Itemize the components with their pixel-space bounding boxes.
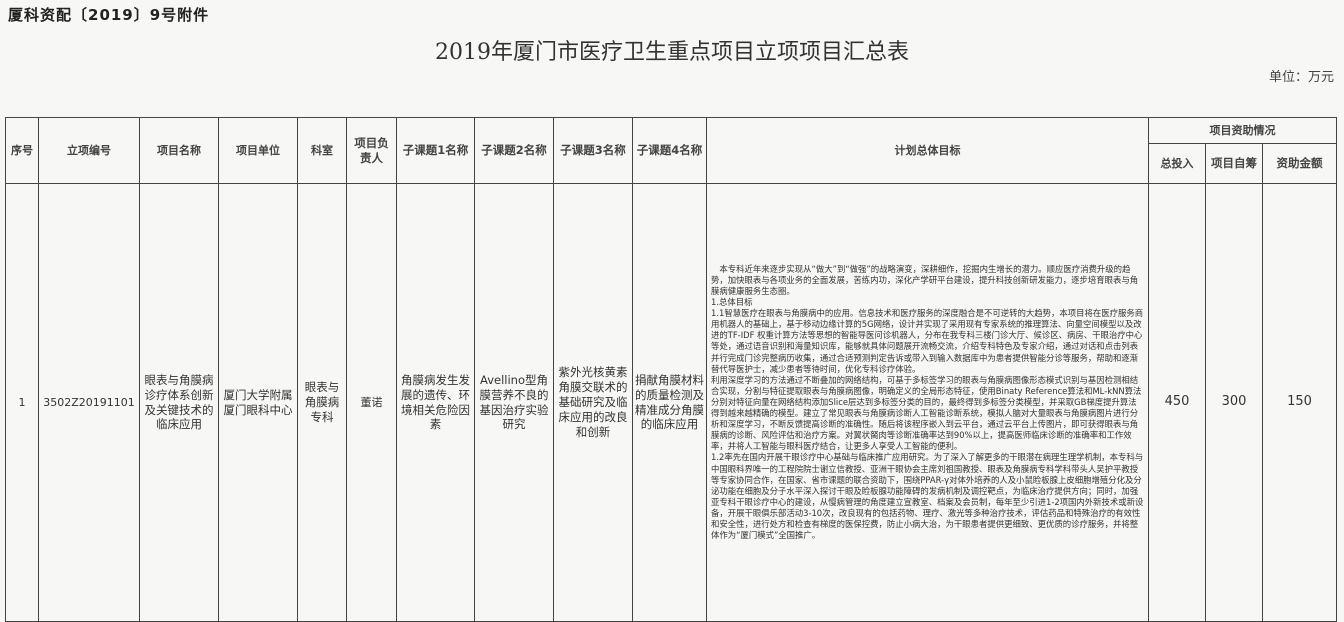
cell-dept: 眼表与角膜病专科 bbox=[297, 183, 347, 622]
cell-total: 450 bbox=[1148, 183, 1206, 622]
header-org: 项目单位 bbox=[218, 117, 298, 184]
page-title: 2019年厦门市医疗卫生重点项目立项项目汇总表 bbox=[435, 40, 909, 65]
document-number: 厦科资配〔2019〕9号附件 bbox=[8, 6, 210, 24]
cell-self: 300 bbox=[1205, 183, 1263, 622]
cell-org: 厦门大学附属厦门眼科中心 bbox=[218, 183, 298, 622]
header-sub3: 子课题3名称 bbox=[553, 117, 633, 184]
cell-goal: 本专科近年来逐步实现从“做大”到“做强”的战略演变，深耕细作，挖掘内生增长的潜力… bbox=[706, 183, 1149, 622]
cell-sub1: 角膜病发生发展的遗传、环境相关危险因素 bbox=[396, 183, 475, 622]
goal-paragraph: 1.2率先在国内开展干眼诊疗中心基础与临床推广应用研究。为了深入了解更多的干眼潜… bbox=[711, 452, 1144, 541]
header-sub2: 子课题2名称 bbox=[474, 117, 554, 184]
header-seq: 序号 bbox=[5, 117, 39, 184]
goal-paragraph: 利用深度学习的方法通过不断叠加的网络结构，可基于多标签学习的眼表与角膜病图像形态… bbox=[711, 374, 1142, 452]
header-sub4: 子课题4名称 bbox=[632, 117, 707, 184]
header-name: 项目名称 bbox=[139, 117, 219, 184]
cell-code: 3502Z20191101 bbox=[38, 183, 140, 622]
cell-name: 眼表与角膜病诊疗体系创新及关键技术的临床应用 bbox=[139, 183, 219, 622]
header-funding: 项目资助情况 bbox=[1147, 117, 1338, 144]
summary-table: 序号 立项编号 项目名称 项目单位 科室 项目负责人 子课题1名称 子课题2名称… bbox=[5, 117, 1338, 622]
table-row: 1 3502Z20191101 眼表与角膜病诊疗体系创新及关键技术的临床应用 厦… bbox=[5, 183, 1338, 622]
header-self: 项目自筹 bbox=[1205, 143, 1263, 184]
goal-paragraph: 1.1智慧医疗在眼表与角膜病中的应用。信息技术和医疗服务的深度融合是不可逆转的大… bbox=[711, 308, 1144, 374]
cell-sub3: 紫外光核黄素角膜交联术的基础研究及临床应用的改良和创新 bbox=[553, 183, 633, 622]
header-leader: 项目负责人 bbox=[346, 117, 397, 184]
cell-sub2: Avellino型角膜营养不良的基因治疗实验研究 bbox=[474, 183, 554, 622]
header-code: 立项编号 bbox=[38, 117, 140, 184]
cell-grant: 150 bbox=[1261, 183, 1338, 622]
unit-label: 单位：万元 bbox=[1268, 70, 1334, 85]
header-dept: 科室 bbox=[297, 117, 347, 184]
header-sub1: 子课题1名称 bbox=[396, 117, 475, 184]
header-grant: 资助金额 bbox=[1261, 143, 1338, 184]
header-total: 总投入 bbox=[1148, 143, 1206, 184]
goal-paragraph: 1.总体目标 bbox=[711, 297, 753, 308]
goal-paragraph: 本专科近年来逐步实现从“做大”到“做强”的战略演变，深耕细作，挖掘内生增长的潜力… bbox=[711, 263, 1139, 297]
cell-leader: 董诺 bbox=[346, 183, 397, 622]
header-goal: 计划总体目标 bbox=[706, 117, 1149, 184]
cell-sub4: 捐献角膜材料的质量检测及精准成分角膜的临床应用 bbox=[632, 183, 707, 622]
cell-seq: 1 bbox=[5, 183, 39, 622]
